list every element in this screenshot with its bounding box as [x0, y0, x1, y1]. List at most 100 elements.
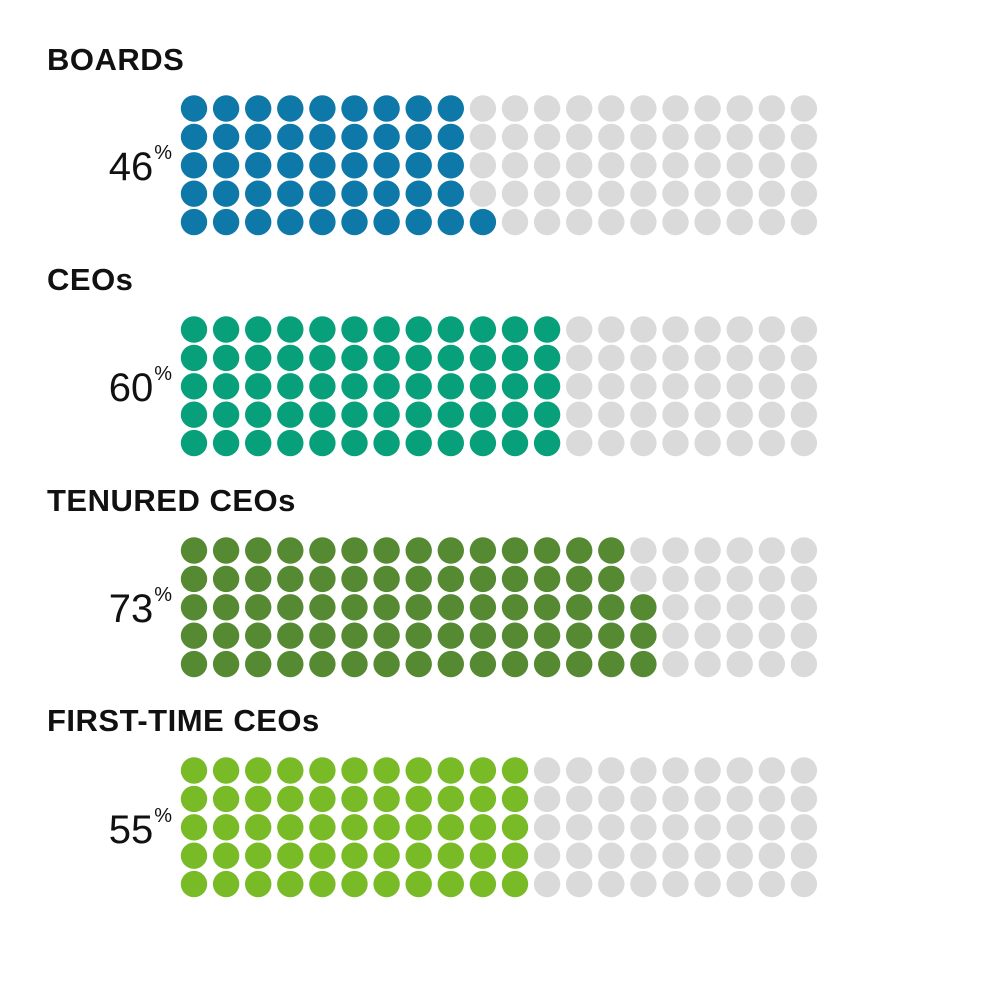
filled-dot	[533, 429, 561, 457]
empty-dot	[662, 429, 689, 457]
boards-dot-grid	[180, 95, 818, 236]
filled-dot	[437, 842, 464, 869]
empty-dot	[630, 429, 657, 457]
boards-title: BOARDS	[47, 42, 185, 77]
empty-dot	[566, 152, 593, 179]
filled-dot	[501, 785, 529, 813]
filled-dot	[277, 814, 304, 841]
filled-dot	[341, 565, 368, 593]
filled-dot	[180, 870, 208, 898]
filled-dot	[309, 842, 336, 869]
empty-dot	[630, 870, 657, 898]
empty-dot	[726, 401, 753, 428]
filled-dot	[309, 123, 336, 151]
filled-dot	[469, 757, 497, 784]
filled-dot	[501, 373, 529, 400]
filled-dot	[373, 208, 400, 236]
filled-dot	[501, 429, 529, 457]
filled-dot	[277, 180, 304, 207]
filled-dot	[309, 180, 336, 207]
empty-dot	[758, 622, 785, 649]
empty-dot	[790, 814, 818, 841]
filled-dot	[373, 870, 400, 898]
empty-dot	[598, 316, 625, 343]
empty-dot	[726, 537, 753, 564]
empty-dot	[630, 208, 657, 236]
empty-dot	[758, 95, 785, 122]
filled-dot	[245, 208, 272, 236]
empty-dot	[694, 208, 721, 236]
empty-dot	[790, 401, 818, 428]
filled-dot	[180, 401, 208, 428]
empty-dot	[662, 622, 689, 649]
empty-dot	[790, 594, 818, 621]
filled-dot	[245, 152, 272, 179]
empty-dot	[630, 401, 657, 428]
filled-dot	[245, 870, 272, 898]
empty-dot	[566, 373, 593, 400]
empty-dot	[662, 537, 689, 564]
empty-dot	[726, 152, 753, 179]
filled-dot	[598, 594, 625, 621]
empty-dot	[598, 95, 625, 122]
filled-dot	[566, 594, 593, 621]
filled-dot	[245, 537, 272, 564]
empty-dot	[662, 594, 689, 621]
empty-dot	[726, 208, 753, 236]
ceos-percent-sign: %	[154, 363, 172, 385]
empty-dot	[662, 842, 689, 869]
filled-dot	[501, 537, 529, 564]
empty-dot	[758, 814, 785, 841]
filled-dot	[501, 870, 529, 898]
empty-dot	[694, 565, 721, 593]
empty-dot	[790, 152, 818, 179]
filled-dot	[405, 565, 432, 593]
empty-dot	[694, 537, 721, 564]
filled-dot	[245, 123, 272, 151]
empty-dot	[694, 180, 721, 207]
filled-dot	[212, 373, 240, 400]
empty-dot	[726, 785, 753, 813]
empty-dot	[469, 180, 497, 207]
empty-dot	[694, 373, 721, 400]
empty-dot	[726, 344, 753, 372]
empty-dot	[662, 208, 689, 236]
filled-dot	[277, 622, 304, 649]
empty-dot	[726, 180, 753, 207]
filled-dot	[212, 650, 240, 678]
filled-dot	[180, 757, 208, 784]
empty-dot	[630, 180, 657, 207]
filled-dot	[533, 373, 561, 400]
filled-dot	[373, 537, 400, 564]
first-time-ceos-percent-sign: %	[154, 805, 172, 827]
empty-dot	[790, 344, 818, 372]
filled-dot	[245, 373, 272, 400]
filled-dot	[598, 650, 625, 678]
filled-dot	[373, 316, 400, 343]
filled-dot	[533, 316, 561, 343]
empty-dot	[758, 316, 785, 343]
empty-dot	[694, 650, 721, 678]
filled-dot	[245, 842, 272, 869]
empty-dot	[726, 757, 753, 784]
filled-dot	[245, 757, 272, 784]
filled-dot	[533, 650, 561, 678]
filled-dot	[245, 650, 272, 678]
filled-dot	[437, 757, 464, 784]
empty-dot	[662, 95, 689, 122]
empty-dot	[598, 123, 625, 151]
filled-dot	[180, 429, 208, 457]
empty-dot	[501, 180, 529, 207]
empty-dot	[790, 123, 818, 151]
filled-dot	[309, 757, 336, 784]
filled-dot	[180, 373, 208, 400]
filled-dot	[373, 785, 400, 813]
tenured-ceos-percent-label: 73%	[109, 585, 172, 629]
filled-dot	[373, 565, 400, 593]
filled-dot	[437, 344, 464, 372]
filled-dot	[437, 594, 464, 621]
filled-dot	[469, 401, 497, 428]
empty-dot	[598, 208, 625, 236]
empty-dot	[533, 814, 561, 841]
filled-dot	[469, 814, 497, 841]
